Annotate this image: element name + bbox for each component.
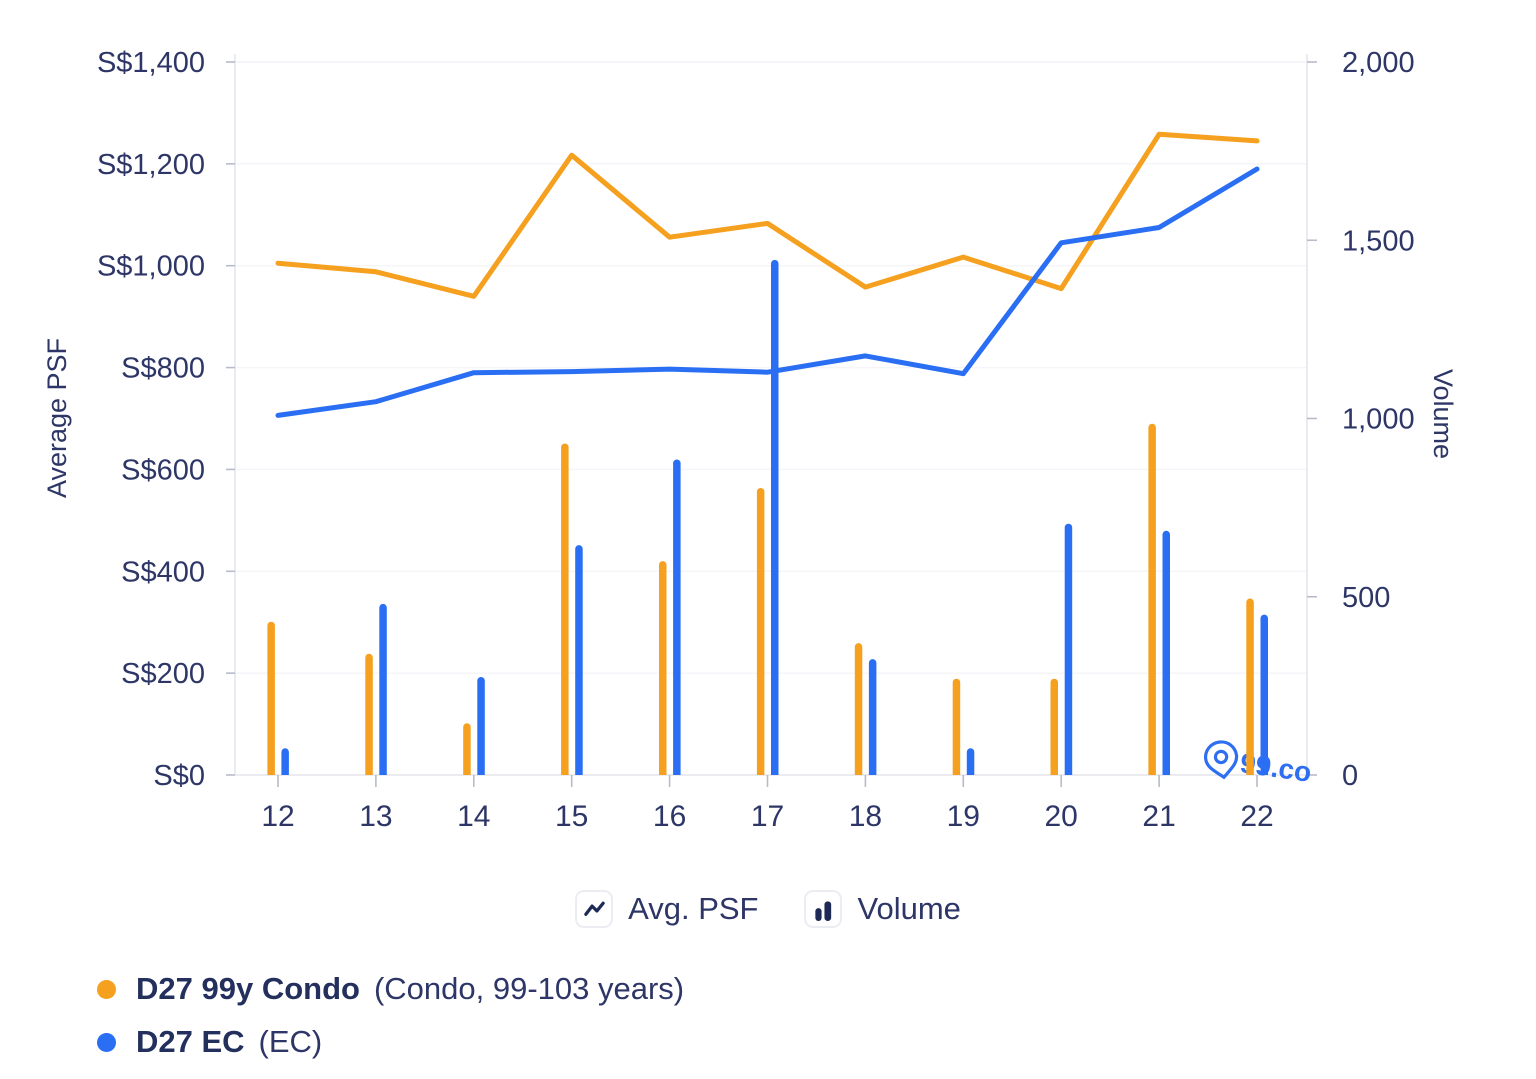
right-axis-tick-label: 500 (1342, 582, 1390, 614)
chart-svg: S$0 S$200 S$400 S$600 S$800 S$1,000 S$1,200 S$1… (42, 47, 1458, 833)
volume-bar-d27-ec-22 (1260, 614, 1268, 775)
series-row-d27-99y-condo[interactable]: D27 99y Condo (Condo, 99-103 years) (97, 971, 684, 1007)
series-dot-blue (97, 1032, 116, 1052)
left-axis-tick-label: S$400 (121, 556, 205, 588)
right-axis-title: Volume (1428, 369, 1458, 459)
volume-bar-d27-99y-condo-18 (854, 643, 863, 775)
x-axis-tick-label: 14 (457, 800, 490, 833)
left-axis-tick-label: S$200 (121, 658, 205, 690)
series-qualifier: (Condo, 99-103 years) (373, 971, 685, 1006)
x-axis-tick-label: 17 (751, 800, 784, 833)
left-axis-tick-label: S$600 (121, 454, 205, 486)
legend-item-volume[interactable]: Volume (804, 890, 961, 928)
volume-bar-d27-ec-15 (575, 545, 583, 775)
volume-bar-d27-99y-condo-12 (267, 621, 275, 775)
avg-psf-line-icon (575, 890, 614, 928)
left-axis-tick-label: S$1,200 (97, 149, 205, 181)
volume-bars-icon (804, 890, 843, 928)
volume-bar-d27-ec-16 (673, 459, 681, 775)
x-axis-tick-label: 18 (849, 800, 882, 833)
volume-bar-d27-ec-20 (1064, 523, 1073, 775)
series-dot-orange (97, 979, 116, 999)
series-name: D27 EC (136, 1024, 245, 1059)
left-axis-tick-label: S$1,000 (97, 251, 205, 283)
left-axis-tick-label: S$0 (153, 760, 205, 792)
volume-bar-d27-ec-18 (868, 659, 877, 775)
volume-bar-d27-99y-condo-19 (952, 678, 961, 775)
legend-label-volume: Volume (857, 891, 961, 926)
chart-legend: Avg. PSF Volume (0, 890, 1536, 928)
x-axis-tick-label: 19 (947, 800, 980, 833)
volume-bars-d27-99y-condo (267, 423, 1254, 775)
x-axis-tick-label: 20 (1045, 800, 1078, 833)
series-legend: D27 99y Condo (Condo, 99-103 years) D27 … (97, 971, 684, 1060)
volume-bar-d27-ec-21 (1162, 530, 1170, 775)
left-axis-tick-label: S$800 (121, 353, 205, 385)
volume-bar-d27-ec-19 (966, 748, 975, 775)
x-axis-tick-label: 12 (261, 800, 294, 833)
x-axis-tick-label: 13 (359, 800, 392, 833)
volume-bar-d27-99y-condo-16 (659, 561, 667, 775)
avg-psf-line-d27-99y-condo (275, 131, 1260, 299)
x-axis-tick-label: 16 (653, 800, 686, 833)
volume-bar-d27-99y-condo-21 (1148, 423, 1156, 775)
volume-bar-d27-99y-condo-17 (756, 488, 765, 775)
x-axis-tick-label: 22 (1240, 800, 1273, 833)
left-axis-tick-label: S$1,400 (97, 47, 205, 79)
watermark-pin-ring (1213, 749, 1229, 765)
right-axis-tick-label: 0 (1342, 760, 1358, 792)
right-axis-tick-label: 2,000 (1342, 47, 1415, 79)
volume-bar-d27-ec-17 (771, 259, 779, 775)
legend-item-avg-psf[interactable]: Avg. PSF (575, 890, 758, 928)
right-axis-tick-label: 1,000 (1342, 404, 1415, 436)
legend-label-avg-psf: Avg. PSF (628, 891, 759, 926)
volume-bar-d27-ec-13 (379, 603, 387, 775)
watermark-pin-icon (1204, 740, 1239, 780)
volume-bar-d27-ec-12 (281, 748, 289, 775)
volume-bar-d27-99y-condo-14 (463, 723, 471, 775)
x-axis-tick-label: 21 (1142, 800, 1175, 833)
volume-bar-d27-ec-14 (477, 677, 485, 775)
volume-bar-d27-99y-condo-20 (1050, 678, 1058, 775)
volume-bar-d27-99y-condo-22 (1246, 598, 1254, 775)
watermark-logo (1204, 740, 1239, 780)
series-name: D27 99y Condo (136, 971, 360, 1006)
volume-bar-d27-99y-condo-15 (561, 443, 569, 775)
x-axis-tick-label: 15 (555, 800, 588, 833)
left-axis-title: Average PSF (42, 338, 72, 498)
series-row-d27-ec[interactable]: D27 EC (EC) (97, 1024, 684, 1060)
series-qualifier: (EC) (258, 1024, 323, 1059)
right-axis-tick-label: 1,500 (1342, 225, 1415, 257)
avg-psf-line-d27-ec (275, 166, 1260, 418)
volume-bar-d27-99y-condo-13 (365, 653, 373, 775)
volume-bars-d27-ec (281, 259, 1268, 775)
